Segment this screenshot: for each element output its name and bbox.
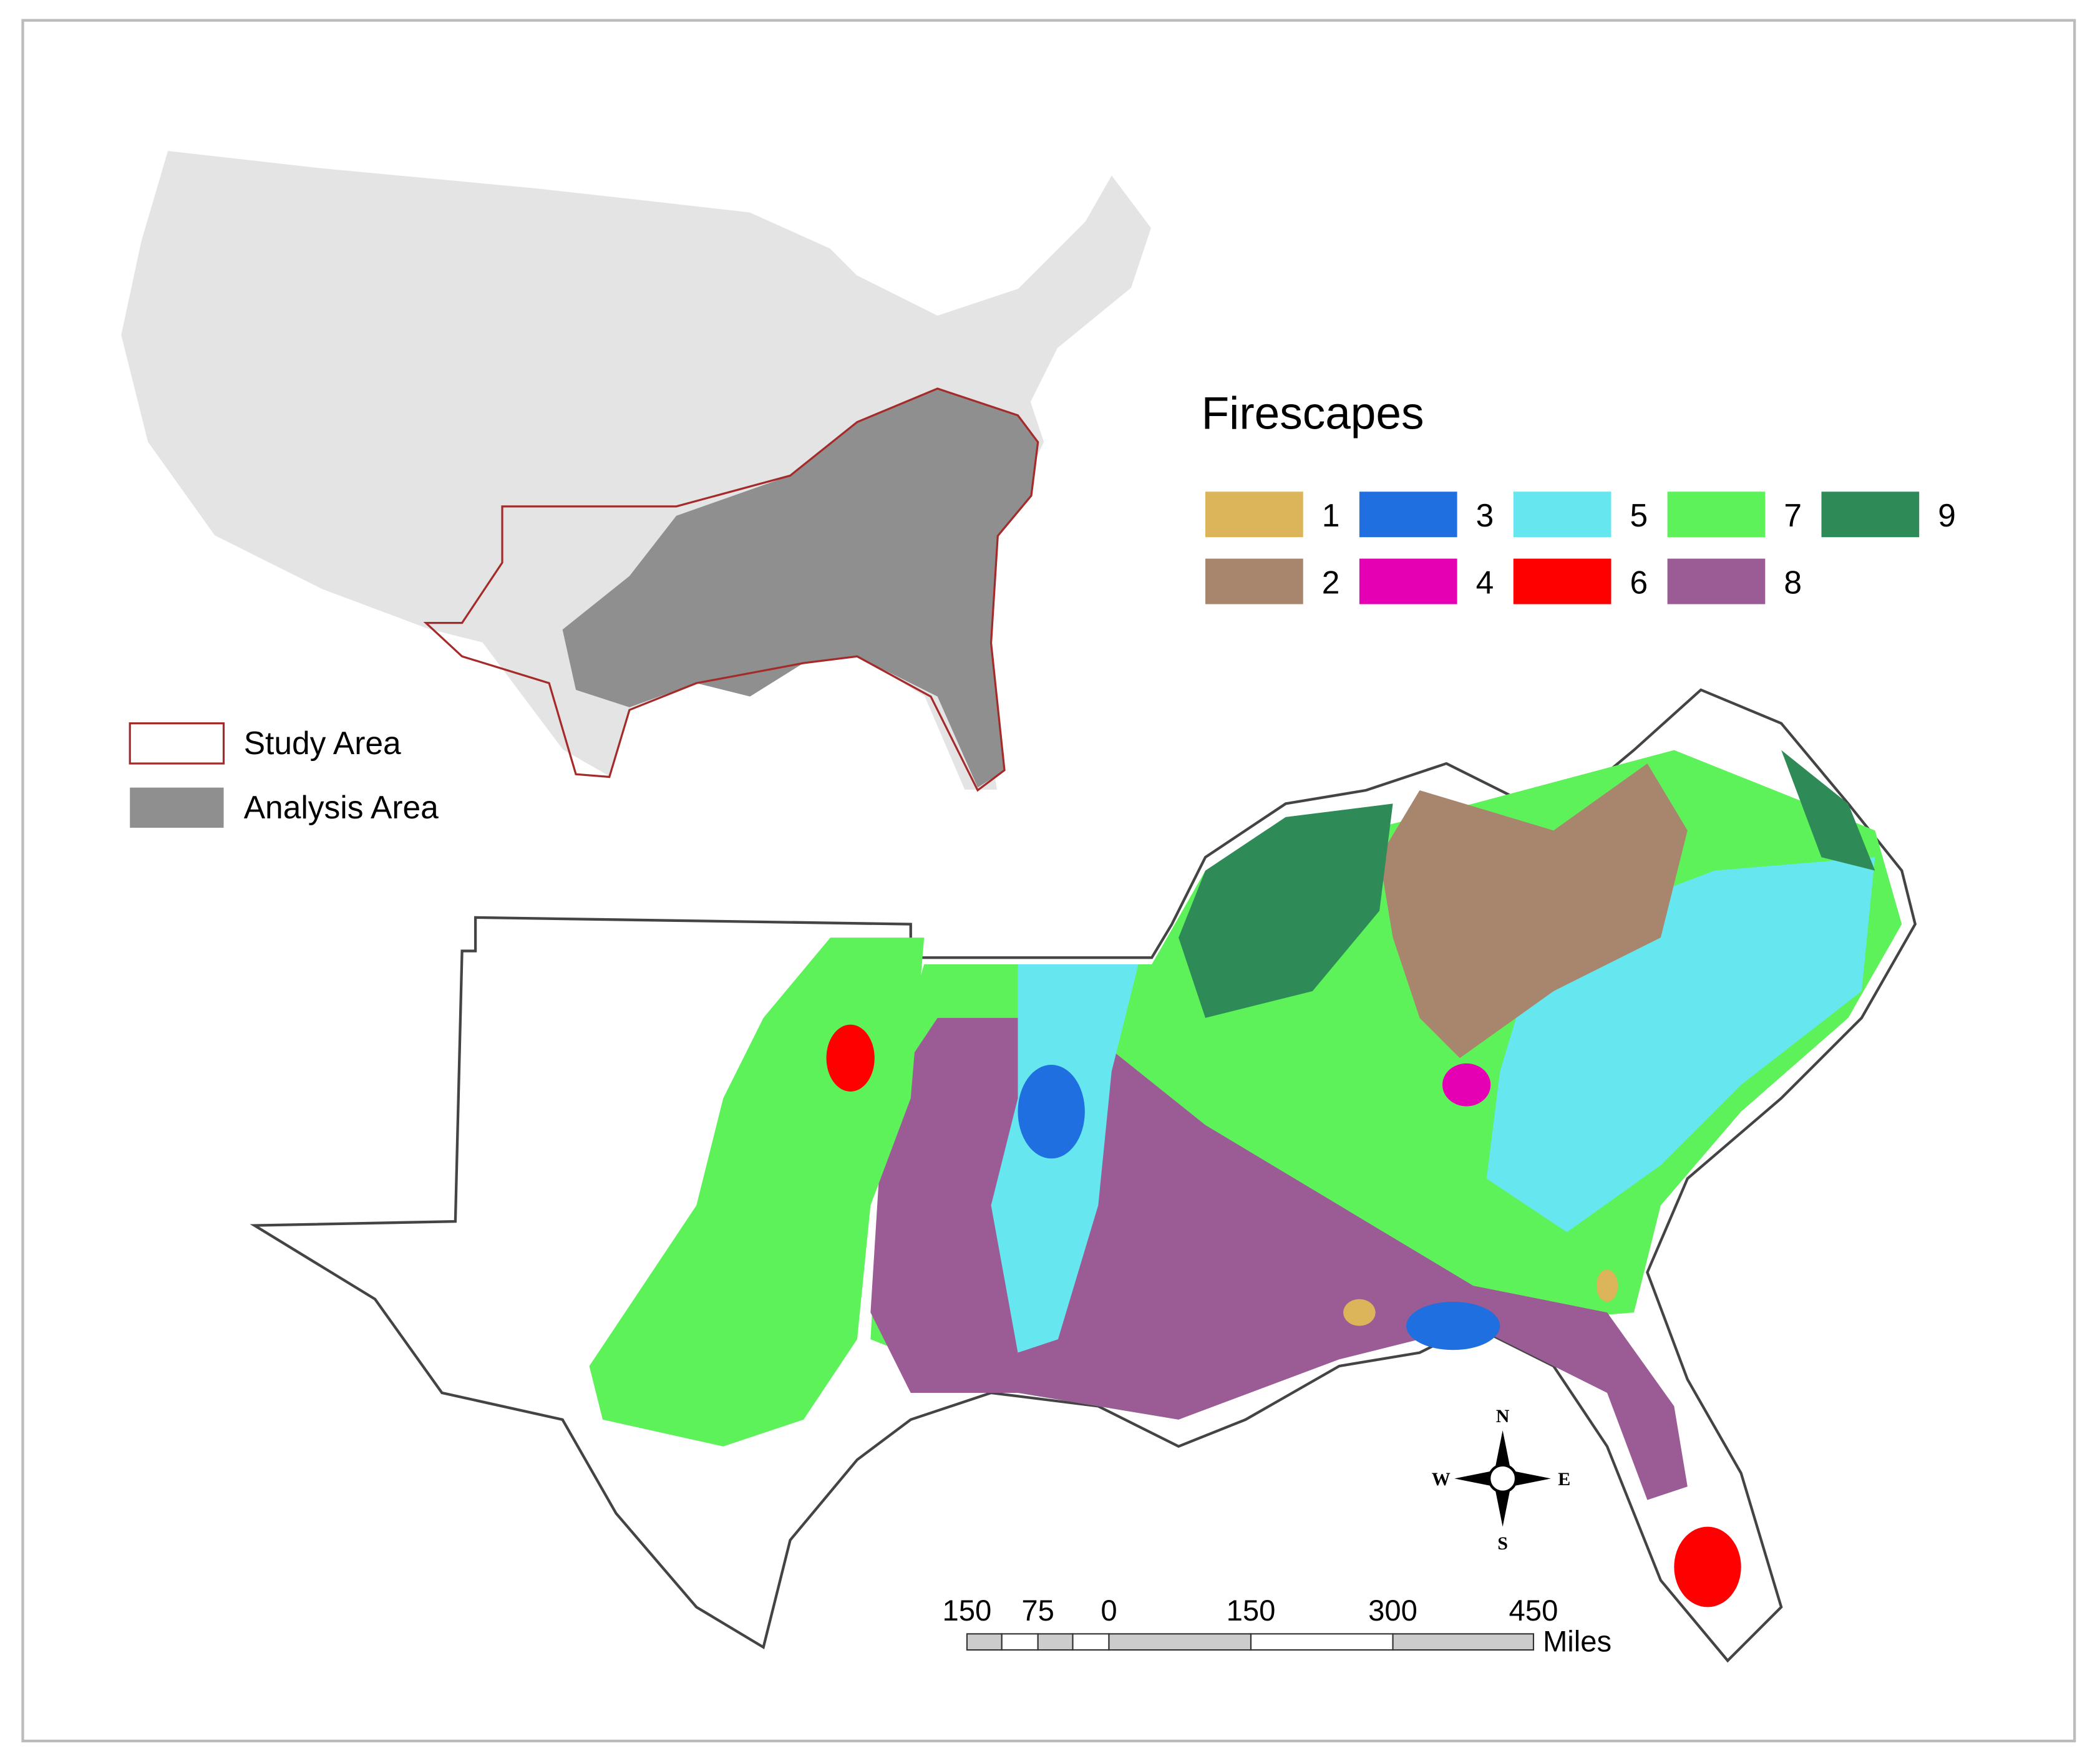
map-region	[1406, 1301, 1500, 1350]
scale-label: 75	[1021, 1594, 1054, 1627]
legend-label: 7	[1784, 497, 1802, 533]
legend-label: 5	[1630, 497, 1648, 533]
legend-swatch	[1205, 492, 1303, 538]
scale-segment	[1108, 1633, 1252, 1651]
inset-legend-label: Analysis Area	[244, 789, 439, 825]
analysis-area-swatch	[130, 787, 224, 828]
legend-swatch	[1359, 558, 1457, 604]
legend-label: 1	[1322, 497, 1340, 533]
map-region	[1781, 750, 1875, 871]
analysis-area	[562, 388, 1038, 788]
scale-segment	[1072, 1633, 1110, 1651]
scale-label: 450	[1509, 1594, 1558, 1627]
compass-center	[1487, 1463, 1518, 1493]
map-region	[826, 1024, 875, 1092]
scale-segment	[1037, 1633, 1074, 1651]
study-area	[423, 387, 1039, 792]
compass: N S E W	[1432, 1405, 1571, 1554]
legend-label: 2	[1322, 564, 1340, 600]
legend-label: 4	[1476, 564, 1494, 600]
map-region	[1596, 1269, 1618, 1302]
legend-swatch	[1667, 492, 1766, 538]
scale-label: 150	[1227, 1594, 1276, 1627]
legend-swatch	[1205, 558, 1303, 604]
study-area-swatch	[129, 722, 225, 765]
legend-swatch	[1513, 492, 1611, 538]
legend-swatch	[1359, 492, 1457, 538]
legend-swatch	[1667, 558, 1766, 604]
map-region	[1442, 1063, 1491, 1107]
compass-w: W	[1432, 1468, 1451, 1490]
scale-segment	[966, 1633, 1003, 1651]
legend-label: 3	[1476, 497, 1494, 533]
compass-e: E	[1558, 1468, 1570, 1490]
map-region	[1379, 763, 1688, 1059]
legend-label: 9	[1938, 497, 1956, 533]
inset-map	[120, 149, 1153, 792]
legend-label: 8	[1784, 564, 1802, 600]
main-map	[250, 688, 1917, 1663]
inset-legend-label: Study Area	[244, 725, 401, 761]
legend-swatch	[1821, 492, 1920, 538]
scale-label: 300	[1368, 1594, 1417, 1627]
scale-segment	[1250, 1633, 1394, 1651]
map-region	[991, 964, 1139, 1353]
scale-segment	[1001, 1633, 1039, 1651]
map-region	[1179, 803, 1393, 1018]
map-region	[1674, 1526, 1741, 1607]
legend-title: Firescapes	[1202, 388, 1424, 439]
scale-label: 150	[943, 1594, 992, 1627]
compass-n: N	[1496, 1405, 1510, 1427]
scale-segment	[1392, 1633, 1535, 1651]
compass-s: S	[1497, 1533, 1508, 1554]
legend: 1 2 3 4 5 6 7 8 9	[1205, 492, 1956, 604]
map-region	[1343, 1299, 1376, 1326]
legend-label: 6	[1630, 564, 1648, 600]
scale-label: 0	[1101, 1594, 1117, 1627]
legend-swatch	[1513, 558, 1611, 604]
map-region	[1018, 1065, 1085, 1159]
scale-unit: Miles	[1543, 1625, 1611, 1658]
